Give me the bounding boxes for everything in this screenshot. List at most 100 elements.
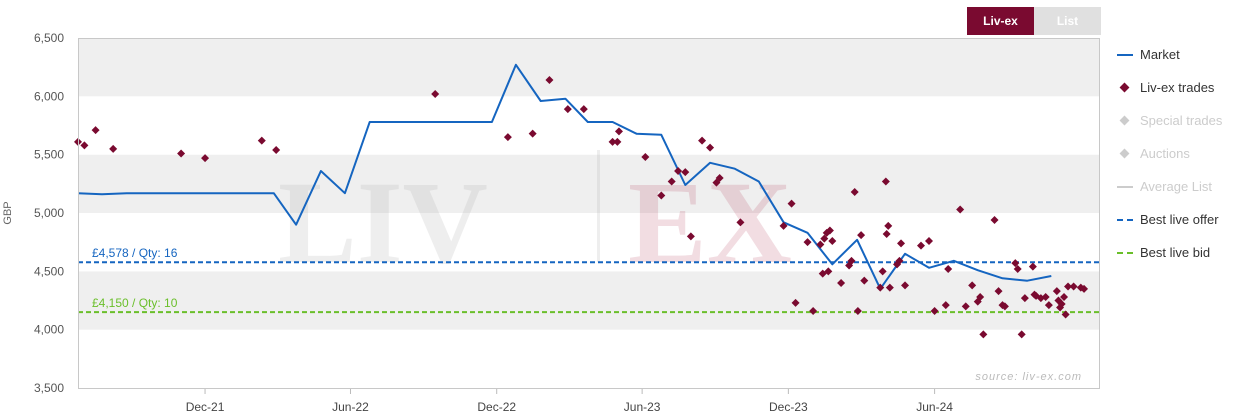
- trade-point: [641, 153, 650, 161]
- trade-point: [787, 199, 796, 208]
- trade-point: [657, 191, 666, 200]
- trade-point: [825, 226, 834, 235]
- market-line: [77, 63, 1052, 290]
- dash-swatch: [1117, 218, 1133, 221]
- grid-band: [78, 271, 1100, 330]
- grid-band: [78, 38, 1100, 97]
- x-axis: Dec-21 Jun-22 Dec-22 Jun-23 Dec-23 Jun-24: [78, 388, 1100, 414]
- trade-point: [881, 177, 890, 186]
- legend-item-average-list[interactable]: Average List: [1114, 170, 1236, 203]
- trade-point: [876, 283, 885, 292]
- line-swatch: [1117, 53, 1133, 56]
- legend-label: Auctions: [1140, 146, 1190, 161]
- legend-label: Special trades: [1140, 113, 1223, 128]
- diamond-icon: [1114, 81, 1136, 95]
- trade-point: [177, 149, 186, 158]
- diamond-swatch: [1119, 148, 1130, 158]
- legend-label: Best live offer: [1140, 212, 1219, 227]
- trade-point: [1064, 282, 1073, 291]
- trade-point: [686, 232, 695, 241]
- legend-item-livex-trades[interactable]: Liv-ex trades: [1114, 71, 1236, 104]
- trade-point: [897, 239, 906, 248]
- trade-point: [1060, 293, 1069, 301]
- legend-item-best-live-offer[interactable]: Best live offer: [1114, 203, 1236, 236]
- trade-point: [878, 267, 887, 276]
- diamond-swatch: [1119, 82, 1130, 92]
- x-tick-label: Dec-21: [186, 400, 225, 414]
- trade-point: [837, 279, 846, 287]
- trade-point: [614, 127, 623, 136]
- grid-band: [78, 329, 1100, 388]
- reference-lines: £4,578 / Qty: 16 £4,150 / Qty: 10: [78, 246, 1100, 314]
- trade-point: [528, 129, 537, 138]
- diamond-swatch: [1119, 115, 1130, 125]
- trade-point: [882, 230, 891, 238]
- trade-point: [579, 105, 588, 114]
- trade-point: [824, 267, 833, 276]
- trade-point: [608, 137, 617, 146]
- trade-point: [1061, 310, 1070, 319]
- dashed-line-icon: [1114, 246, 1136, 260]
- tab-livex[interactable]: Liv-ex: [967, 7, 1034, 35]
- trade-point: [857, 231, 866, 240]
- trade-point: [961, 302, 970, 311]
- trade-point: [860, 276, 869, 285]
- legend-label: Average List: [1140, 179, 1213, 194]
- trade-point: [674, 167, 683, 175]
- trade-point: [820, 234, 829, 243]
- trade-point: [803, 238, 812, 247]
- trade-point: [956, 205, 965, 214]
- line-swatch: [1117, 185, 1133, 188]
- grid-band: [78, 154, 1100, 213]
- trade-point: [257, 136, 266, 145]
- trade-point: [736, 218, 745, 227]
- plot-border: [78, 38, 1100, 389]
- x-tick-label: Jun-22: [332, 400, 369, 414]
- trade-point: [968, 281, 977, 290]
- trade-point: [884, 221, 893, 230]
- trade-point: [1011, 259, 1020, 268]
- legend-item-best-live-bid[interactable]: Best live bid: [1114, 236, 1236, 269]
- legend-label: Best live bid: [1140, 245, 1211, 260]
- trade-point: [895, 256, 904, 265]
- trade-point: [715, 174, 724, 182]
- trade-point: [925, 237, 934, 245]
- trade-point: [1052, 287, 1061, 296]
- watermark-left: LIV: [278, 157, 488, 288]
- legend-item-market[interactable]: Market: [1114, 38, 1236, 71]
- trade-point: [853, 307, 862, 315]
- trade-point: [944, 265, 953, 273]
- trade-point: [681, 168, 690, 177]
- y-tick-label: 4,500: [34, 264, 64, 278]
- y-tick-label: 5,500: [34, 148, 64, 162]
- trade-point: [901, 281, 910, 290]
- line-icon: [1114, 48, 1136, 62]
- trade-point: [1044, 301, 1053, 310]
- trade-point: [994, 287, 1003, 296]
- trade-point: [706, 143, 715, 152]
- trade-point: [1013, 265, 1022, 273]
- liv-ex-watermark-logo: LIV EX: [278, 150, 792, 288]
- best-live-offer-label: £4,578 / Qty: 16: [92, 246, 178, 260]
- grid-band: [78, 96, 1100, 155]
- trade-point: [850, 188, 859, 196]
- trade-point: [1041, 293, 1050, 301]
- diamond-icon: [1114, 114, 1136, 128]
- trade-point: [885, 283, 894, 292]
- trade-point: [1028, 262, 1037, 271]
- chart-legend: Market Liv-ex trades Special trades Auct…: [1114, 38, 1236, 269]
- trade-point: [109, 144, 118, 153]
- dash-swatch: [1117, 251, 1133, 254]
- legend-item-special-trades[interactable]: Special trades: [1114, 104, 1236, 137]
- grid-bands: [78, 38, 1100, 388]
- legend-item-auctions[interactable]: Auctions: [1114, 137, 1236, 170]
- y-tick-label: 5,000: [34, 206, 64, 220]
- best-live-bid-label: £4,150 / Qty: 10: [92, 296, 178, 310]
- trade-point: [80, 141, 89, 150]
- trade-point: [779, 221, 788, 230]
- tab-list[interactable]: List: [1034, 7, 1101, 35]
- trade-point: [917, 241, 926, 250]
- y-tick-label: 4,000: [34, 323, 64, 337]
- trade-point: [1000, 302, 1009, 311]
